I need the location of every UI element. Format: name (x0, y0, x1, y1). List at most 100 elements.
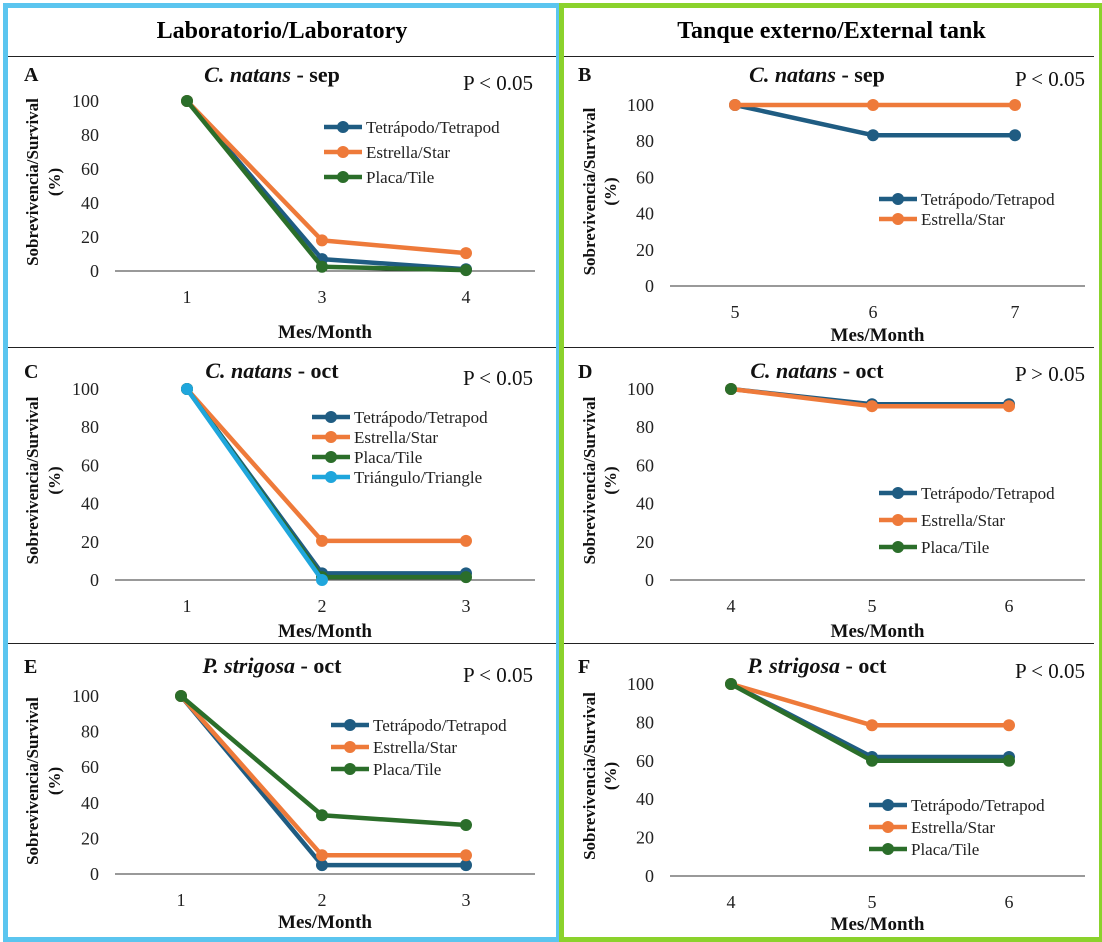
x-tick-label: 6 (869, 302, 878, 322)
title-species: C. natans (750, 358, 837, 383)
legend-swatch-marker (325, 471, 337, 483)
p-value: P < 0.05 (1015, 67, 1085, 91)
data-point (181, 95, 193, 107)
y-tick-label: 40 (636, 204, 654, 224)
y-tick-label: 100 (627, 674, 654, 694)
panel-title: P. strigosa - oct (747, 653, 888, 678)
row-divider-right-2 (564, 643, 1094, 644)
panel-title: C. natans - oct (750, 358, 884, 383)
y-axis-label: Sobrevivencia/Survival (580, 692, 599, 860)
panel-letter: D (578, 361, 592, 383)
y-axis-unit-label: (%) (601, 466, 620, 494)
y-tick-label: 0 (645, 866, 654, 886)
legend-swatch-marker (325, 411, 337, 423)
legend-label: Placa/Tile (366, 168, 434, 187)
y-tick-label: 40 (81, 793, 99, 813)
y-tick-label: 0 (90, 261, 99, 281)
title-species: C. natans (204, 62, 291, 87)
x-axis-label: Mes/Month (278, 621, 372, 642)
legend-label: Estrella/Star (373, 738, 457, 757)
panel-letter: F (578, 656, 590, 678)
title-suffix: - oct (837, 358, 884, 383)
legend-swatch-marker (892, 213, 904, 225)
x-tick-label: 3 (318, 287, 327, 307)
legend-swatch-marker (882, 799, 894, 811)
data-point (316, 859, 328, 872)
data-point (867, 129, 879, 142)
legend-label: Tetrápodo/Tetrapod (366, 118, 500, 137)
legend-label: Triángulo/Triangle (354, 468, 482, 487)
y-axis-label: Sobrevivencia/Survival (580, 107, 599, 275)
title-suffix: - oct (292, 358, 339, 383)
y-tick-label: 20 (636, 532, 654, 552)
header-divider-right (564, 56, 1094, 57)
data-point (460, 247, 472, 260)
legend-swatch-marker (892, 193, 904, 205)
y-axis-label: Sobrevivencia/Survival (23, 697, 42, 865)
legend-swatch-marker (344, 763, 356, 775)
legend-swatch-marker (892, 514, 904, 526)
y-tick-label: 80 (636, 417, 654, 437)
y-tick-label: 80 (81, 722, 99, 742)
data-point (1003, 754, 1015, 767)
y-tick-label: 80 (81, 417, 99, 437)
x-tick-label: 3 (462, 596, 471, 616)
legend-label: Tetrápodo/Tetrapod (373, 716, 507, 735)
data-point (460, 571, 472, 584)
legend-label: Tetrápodo/Tetrapod (921, 484, 1055, 503)
title-suffix: - oct (295, 653, 342, 678)
panel-d: 0 20 40 60 80 100 4 5 6 Mes/Month Sobrevivencia/Su… (578, 358, 1085, 642)
legend-swatch-marker (892, 541, 904, 553)
legend-label: Placa/Tile (354, 448, 422, 467)
legend-swatch-marker (344, 741, 356, 753)
data-point (460, 534, 472, 547)
legend-label: Estrella/Star (366, 143, 450, 162)
y-axis-unit-label: (%) (601, 762, 620, 790)
legend-label: Estrella/Star (921, 511, 1005, 530)
y-axis-unit-label: (%) (45, 168, 64, 196)
legend-label: Tetrápodo/Tetrapod (921, 190, 1055, 209)
panel-title: C. natans - oct (205, 358, 339, 383)
legend-swatch-marker (337, 171, 349, 183)
laboratory-column-title: Laboratorio/Laboratory (156, 18, 408, 44)
x-tick-label: 5 (868, 892, 877, 912)
panel-a: 0 20 40 60 80 100 1 3 4 Mes/Month Sobrevivencia/Su… (23, 62, 535, 343)
y-axis-unit-label: (%) (601, 177, 620, 205)
y-tick-label: 40 (636, 789, 654, 809)
data-point (725, 383, 737, 395)
p-value: P < 0.05 (463, 663, 533, 687)
y-tick-label: 20 (636, 828, 654, 848)
external-tank-column-title: Tanque externo/External tank (677, 18, 986, 44)
x-axis-label: Mes/Month (278, 912, 372, 933)
title-suffix: - sep (836, 62, 885, 87)
legend-swatch-marker (325, 431, 337, 443)
title-suffix: - sep (291, 62, 340, 87)
y-tick-label: 80 (81, 125, 99, 145)
y-tick-label: 20 (81, 227, 99, 247)
data-point (1009, 129, 1021, 142)
x-tick-label: 1 (183, 287, 192, 307)
data-point (460, 819, 472, 832)
y-tick-label: 60 (81, 159, 99, 179)
panel-title: C. natans - sep (204, 62, 340, 87)
data-point (729, 99, 741, 111)
x-tick-label: 4 (462, 287, 471, 307)
y-tick-label: 100 (72, 379, 99, 399)
p-value: P > 0.05 (1015, 362, 1085, 386)
data-point (316, 260, 328, 273)
header-divider-left (8, 56, 556, 57)
y-axis-unit-label: (%) (45, 466, 64, 494)
y-axis-label: Sobrevivencia/Survival (23, 98, 42, 266)
y-tick-label: 20 (81, 828, 99, 848)
y-tick-label: 0 (90, 864, 99, 884)
y-tick-label: 0 (645, 570, 654, 590)
title-species: C. natans (749, 62, 836, 87)
title-species: P. strigosa (747, 653, 841, 678)
x-tick-label: 2 (318, 596, 327, 616)
data-point (181, 383, 193, 395)
y-tick-label: 60 (636, 167, 654, 187)
legend-label: Estrella/Star (911, 818, 995, 837)
panel-f: 0 20 40 60 80 100 4 5 6 Mes/Month Sobrevivencia/Su… (578, 653, 1085, 935)
p-value: P < 0.05 (463, 71, 533, 95)
